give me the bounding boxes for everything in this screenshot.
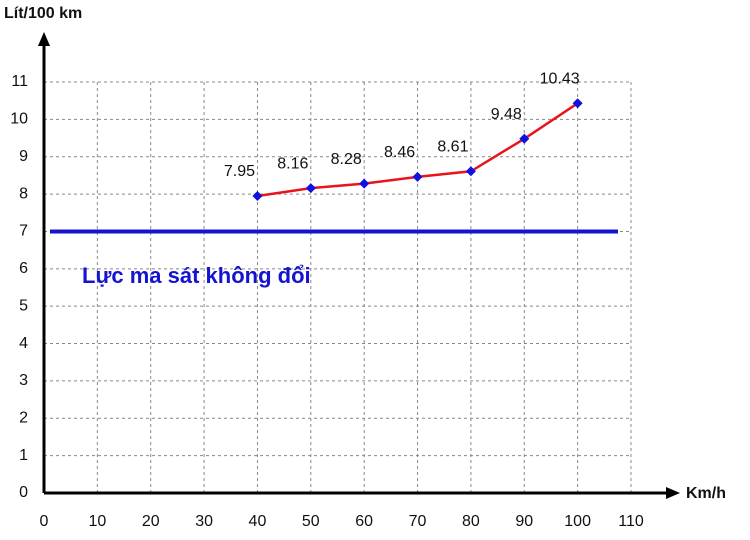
marker [412, 171, 423, 182]
marker [572, 98, 583, 109]
marker [305, 183, 316, 194]
y-tick-label: 11 [11, 73, 28, 90]
data-label: 10.43 [540, 71, 580, 88]
y-tick-label: 5 [19, 297, 28, 314]
x-tick-label: 10 [88, 513, 106, 530]
x-tick-label: 70 [409, 513, 427, 530]
marker [465, 166, 476, 177]
data-label: 8.16 [277, 155, 308, 172]
x-tick-label: 80 [462, 513, 480, 530]
x-axis-label: Km/h [686, 485, 726, 502]
data-label: 8.28 [331, 151, 362, 168]
y-tick-label: 7 [19, 223, 28, 240]
reference-label: Lực ma sát không đổi [82, 263, 311, 288]
x-tick-label: 100 [564, 513, 591, 530]
x-tick-label: 0 [40, 513, 49, 530]
data-label: 8.61 [437, 139, 468, 156]
y-tick-label: 1 [19, 447, 28, 464]
x-tick-label: 40 [249, 513, 267, 530]
data-label: 8.46 [384, 144, 415, 161]
data-label: 9.48 [491, 106, 522, 123]
x-tick-label: 20 [142, 513, 160, 530]
y-axis-label: Lít/100 km [4, 5, 82, 22]
x-tick-label: 110 [618, 513, 644, 530]
data-label: 7.95 [224, 163, 255, 180]
y-tick-label: 0 [19, 484, 28, 501]
x-axis-arrow [666, 487, 680, 499]
y-tick-label: 10 [10, 111, 28, 128]
y-tick-label: 4 [19, 335, 28, 352]
marker [519, 133, 530, 144]
y-tick-label: 8 [19, 185, 28, 202]
y-tick-label: 6 [19, 260, 28, 277]
y-axis-arrow [38, 32, 50, 46]
x-tick-label: 30 [195, 513, 213, 530]
y-tick-label: 3 [19, 372, 28, 389]
marker [252, 190, 263, 201]
x-tick-label: 90 [515, 513, 533, 530]
x-tick-label: 60 [355, 513, 373, 530]
y-tick-label: 9 [19, 148, 28, 165]
marker [359, 178, 370, 189]
x-tick-label: 50 [302, 513, 320, 530]
y-tick-label: 2 [19, 409, 28, 426]
